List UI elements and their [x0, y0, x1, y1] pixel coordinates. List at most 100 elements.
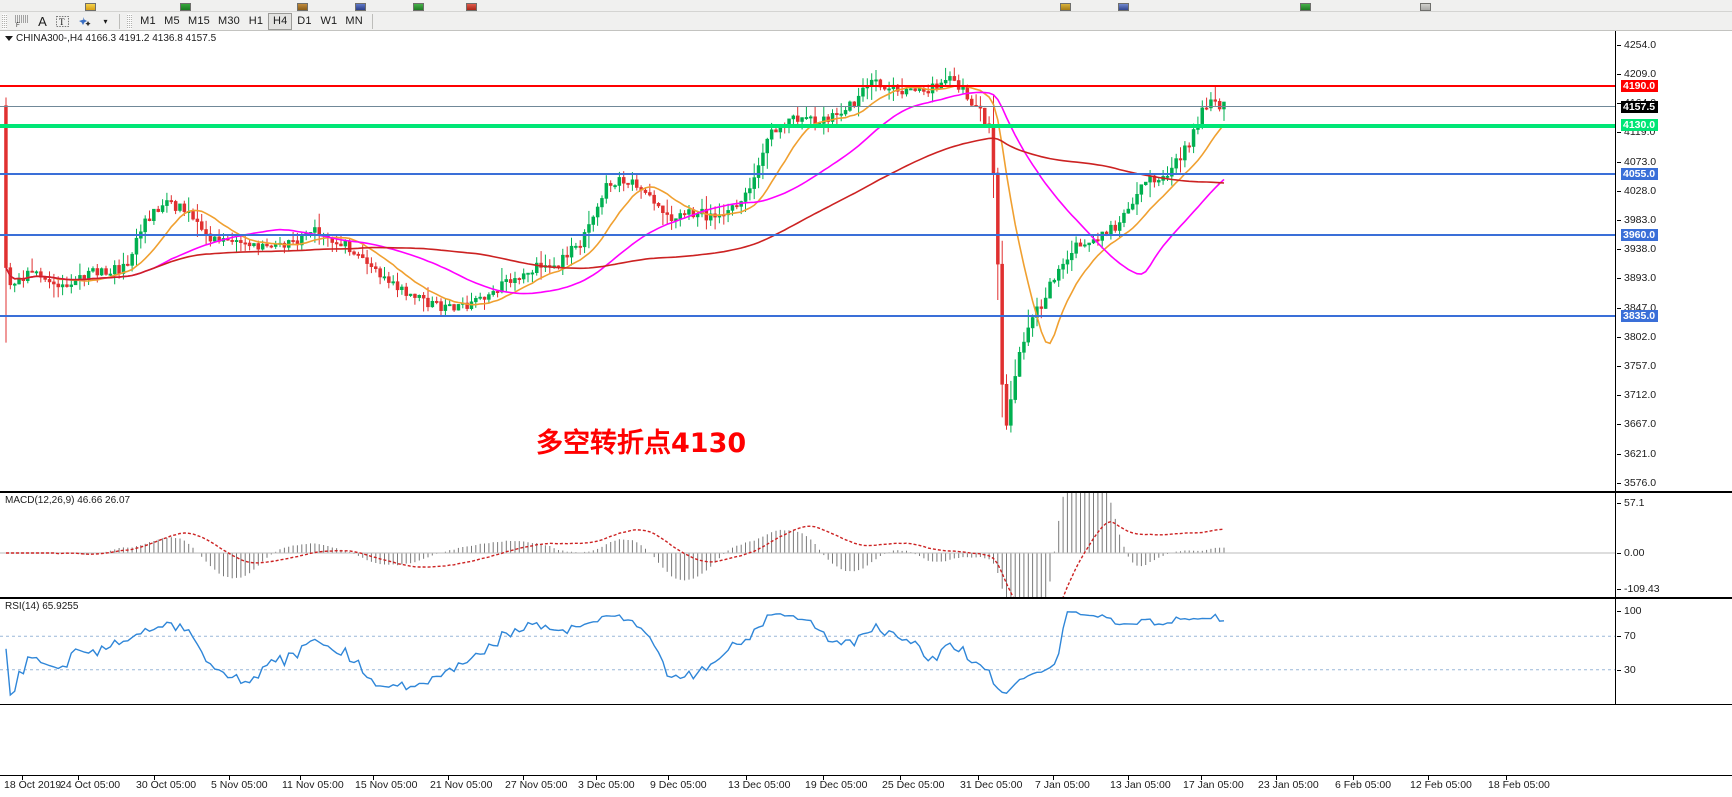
price-tick-label: 3938.0	[1624, 243, 1657, 256]
timeframe-d1[interactable]: D1	[297, 15, 312, 27]
toolbar-separator-1	[119, 13, 120, 29]
macd-tick	[1617, 553, 1621, 554]
rsi-tick-label: 30	[1624, 663, 1636, 676]
price-tick	[1617, 337, 1621, 338]
time-tick	[22, 776, 23, 780]
toolbar-icon-zoom-in[interactable]	[466, 3, 477, 11]
time-tick-label: 18 Oct 2019	[4, 779, 62, 791]
toolbar-icon-bar-chart[interactable]	[297, 3, 308, 11]
price-tick	[1617, 103, 1621, 105]
time-tick-label: 7 Jan 05:00	[1035, 779, 1090, 791]
time-axis[interactable]: 18 Oct 2019 24 Oct 05:00 30 Oct 05:00 5 Nov…	[0, 775, 1732, 797]
time-tick-label: 25 Dec 05:00	[882, 779, 945, 791]
time-tick-label: 24 Oct 05:00	[60, 779, 121, 791]
price-scale[interactable]: 4254.04209.04164.04119.04073.04028.03983…	[1617, 31, 1732, 491]
price-plot[interactable]: 多空转折点4130	[0, 31, 1616, 491]
time-tick	[373, 776, 374, 780]
chart-collapse-icon[interactable]	[5, 35, 13, 41]
time-tick	[1506, 776, 1507, 780]
support-tag-3960[interactable]: 3960.0	[1621, 228, 1659, 241]
price-tick	[1617, 132, 1621, 134]
price-tick	[1617, 366, 1621, 368]
toolbar-icon-templates[interactable]	[1420, 3, 1431, 11]
rsi-pane[interactable]: RSI(14) 65.9255 100 70 30	[0, 598, 1732, 705]
svg-text:F: F	[16, 23, 20, 28]
price-tick	[1617, 220, 1621, 222]
rsi-tick	[1617, 611, 1621, 612]
time-tick	[1128, 776, 1129, 780]
time-tick-label: 19 Dec 05:00	[805, 779, 868, 791]
time-tick	[1276, 776, 1277, 780]
crosshair-icon[interactable]: F	[11, 13, 34, 30]
timeframe-m5[interactable]: M5	[164, 15, 180, 27]
toolbar-icon-line-chart[interactable]	[413, 3, 424, 11]
label-tool-button[interactable]: T	[51, 13, 74, 30]
time-tick-label: 13 Jan 05:00	[1110, 779, 1171, 791]
shapes-icon	[78, 15, 93, 28]
candlestick-series	[4, 67, 1226, 433]
chart-annotation: 多空转折点4130	[536, 428, 747, 459]
timeframe-m30[interactable]: M30	[218, 15, 240, 27]
time-tick	[668, 776, 669, 780]
rsi-label: RSI(14) 65.9255	[5, 601, 79, 612]
pivot-tag-4130[interactable]: 4130.0	[1621, 119, 1659, 132]
drawings-button[interactable]	[74, 13, 97, 30]
time-tick	[900, 776, 901, 780]
timeframe-mn[interactable]: MN	[345, 15, 363, 27]
macd-plot[interactable]	[0, 493, 1616, 597]
toolbar-icon-candles[interactable]	[355, 3, 366, 11]
price-tick	[1617, 424, 1621, 426]
time-tick-label: 6 Feb 05:00	[1335, 779, 1392, 791]
toolbar-icon-shift[interactable]	[1118, 3, 1129, 11]
main-toolbar[interactable]: F A T ▾ M1 M5 M15	[0, 12, 1732, 31]
timeframe-h1[interactable]: H1	[248, 15, 264, 27]
text-tool-button[interactable]: A	[38, 13, 47, 29]
price-tick	[1617, 483, 1621, 484]
time-tick-label: 5 Nov 05:00	[211, 779, 268, 791]
price-tick	[1617, 45, 1621, 46]
rsi-scale[interactable]: 100 70 30	[1617, 599, 1732, 704]
timeframe-m1[interactable]: M1	[140, 15, 156, 27]
resistance-tag-4190[interactable]: 4190.0	[1621, 80, 1659, 93]
toolbar-separator-2	[371, 13, 373, 29]
price-tick	[1617, 307, 1621, 309]
top-toolbar[interactable]	[0, 0, 1732, 12]
timeframe-w1[interactable]: W1	[320, 15, 338, 27]
rsi-plot[interactable]	[0, 599, 1616, 704]
timeframe-m15[interactable]: M15	[188, 15, 210, 27]
timeframe-h4[interactable]: H4	[268, 12, 293, 30]
toolbar-icon-profiles[interactable]	[180, 3, 191, 11]
time-tick	[78, 776, 79, 780]
time-tick	[523, 776, 524, 780]
price-pane[interactable]: CHINA300-,H4 4166.3 4191.2 4136.8 4157.5…	[0, 31, 1732, 492]
chart-area[interactable]: CHINA300-,H4 4166.3 4191.2 4136.8 4157.5…	[0, 31, 1732, 775]
toolbar-grip-tools[interactable]	[2, 13, 7, 29]
rsi-series	[0, 611, 1615, 697]
rsi-tick-label: 100	[1624, 605, 1642, 617]
last-price-tag-4157[interactable]: 4157.5	[1621, 101, 1659, 114]
time-tick-label: 9 Dec 05:00	[650, 779, 707, 791]
drawings-dropdown-arrow[interactable]: ▾	[103, 16, 108, 26]
macd-scale[interactable]: 57.1 0.00 -109.43	[1617, 493, 1732, 597]
time-tick	[1201, 776, 1202, 780]
price-tick-label: 3576.0	[1624, 477, 1657, 489]
support-tag-4055[interactable]: 4055.0	[1621, 167, 1659, 180]
macd-pane[interactable]: MACD(12,26,9) 46.66 26.07 57.1 0.00 -109.4…	[0, 492, 1732, 598]
time-tick	[1353, 776, 1354, 780]
price-tick-label: 3893.0	[1624, 272, 1657, 285]
support-tag-3835[interactable]: 3835.0	[1621, 309, 1659, 322]
toolbar-icon-indicators[interactable]	[1300, 3, 1311, 11]
time-tick	[300, 776, 301, 780]
time-tick	[154, 776, 155, 780]
toolbar-icon-new-chart[interactable]	[85, 3, 96, 11]
time-tick-label: 30 Oct 05:00	[136, 779, 197, 791]
toolbar-grip-timeframes[interactable]	[127, 13, 132, 29]
crosshair-glyph: F	[15, 15, 30, 28]
svg-text:T: T	[59, 17, 65, 27]
level-line-4157	[0, 106, 1615, 108]
macd-tick-label: 57.1	[1624, 497, 1645, 509]
time-tick-label: 13 Dec 05:00	[728, 779, 791, 791]
time-tick	[746, 776, 747, 780]
time-tick-label: 15 Nov 05:00	[355, 779, 418, 791]
toolbar-icon-autoscroll[interactable]	[1060, 3, 1071, 11]
